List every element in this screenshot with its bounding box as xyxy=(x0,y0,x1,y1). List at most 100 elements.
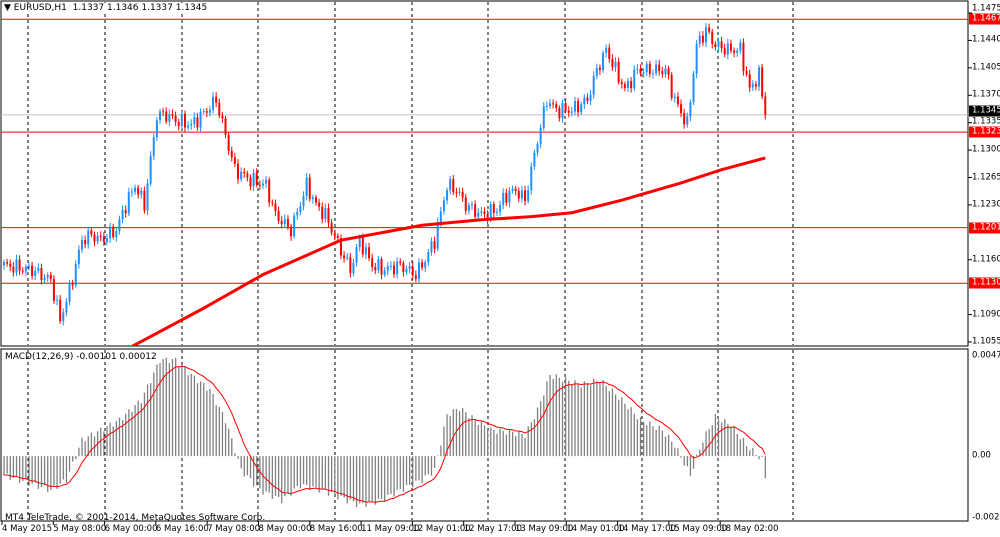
time-tick-label: 6 May 00:00 xyxy=(104,524,158,534)
macd-histogram-bar xyxy=(630,407,632,457)
macd-histogram-bar xyxy=(315,456,317,488)
macd-histogram-bar xyxy=(331,456,333,493)
candle-body xyxy=(580,104,583,113)
macd-histogram-bar xyxy=(440,445,442,457)
macd-histogram-bar xyxy=(511,431,514,457)
candle-body xyxy=(290,226,293,237)
macd-histogram-bar xyxy=(518,431,520,457)
macd-histogram-bar xyxy=(649,421,651,457)
macd-histogram-bar xyxy=(243,456,245,477)
level-price-tag[interactable]: 1.1323 xyxy=(969,126,1000,138)
candle-body xyxy=(620,82,623,85)
macd-histogram-bar xyxy=(752,448,754,457)
moving-average-line xyxy=(129,156,766,346)
macd-histogram-bar xyxy=(702,442,704,457)
candle-body xyxy=(149,155,152,184)
candle-body xyxy=(520,190,523,199)
candle-body xyxy=(134,187,137,192)
candle-body xyxy=(174,115,177,122)
candle-body xyxy=(458,191,461,193)
macd-histogram-bar xyxy=(240,456,242,469)
macd-histogram-bar xyxy=(324,456,327,490)
level-price-tag[interactable]: 1.1467 xyxy=(969,13,1000,25)
candle-body xyxy=(37,267,40,271)
macd-histogram-bar xyxy=(355,456,358,508)
candle-body xyxy=(739,42,742,51)
macd-histogram-bar xyxy=(6,456,8,474)
candle-body xyxy=(411,266,414,276)
macd-histogram-bar xyxy=(449,416,451,457)
candle-body xyxy=(24,266,27,272)
macd-histogram-bar xyxy=(15,456,18,477)
candle-body xyxy=(502,192,505,206)
candle-body xyxy=(109,226,112,239)
candle-body xyxy=(686,116,689,125)
level-price-tag[interactable]: 1.1201 xyxy=(969,222,1000,234)
copyright-text: MT4 TeleTrade, © 2001-2014, MetaQuotes S… xyxy=(5,513,266,523)
macd-histogram-bar xyxy=(458,411,461,457)
price-tick-label: 1.1055 xyxy=(972,336,1000,347)
candle-body xyxy=(480,211,483,213)
macd-histogram-bar xyxy=(125,413,127,457)
candle-body xyxy=(68,282,71,302)
macd-histogram-bar xyxy=(84,441,86,457)
candle-body xyxy=(165,111,168,122)
candle-body xyxy=(439,211,442,223)
macd-histogram-bar xyxy=(59,456,61,484)
chart-title[interactable]: ▼ EURUSD,H1 1.1337 1.1346 1.1337 1.1345 xyxy=(4,3,208,13)
candle-body xyxy=(233,157,236,164)
macd-histogram-bar xyxy=(371,456,373,502)
candle-body xyxy=(168,114,171,122)
candle-body xyxy=(243,171,246,174)
macd-histogram-bar xyxy=(146,384,149,457)
candle-body xyxy=(417,262,420,279)
symbol-label: EURUSD,H1 xyxy=(13,3,67,13)
macd-histogram-bar xyxy=(131,411,133,457)
macd-histogram-bar xyxy=(302,456,305,485)
macd-histogram-bar xyxy=(293,456,295,489)
macd-histogram-bar xyxy=(730,427,732,457)
candle-body xyxy=(733,50,736,53)
candle-body xyxy=(258,184,261,186)
candle-body xyxy=(642,72,645,74)
macd-histogram-bar xyxy=(474,419,476,457)
macd-tick-label: 0.00 xyxy=(972,450,991,461)
candle-body xyxy=(742,42,745,71)
candle-body xyxy=(627,81,629,88)
macd-histogram-bar xyxy=(209,388,211,457)
candle-body xyxy=(59,299,62,322)
macd-histogram-bar xyxy=(352,456,355,502)
candle-body xyxy=(352,262,355,274)
macd-histogram-bar xyxy=(106,426,108,457)
macd-histogram-bar xyxy=(277,456,280,498)
candle-body xyxy=(130,191,133,193)
triangle-down-icon[interactable]: ▼ xyxy=(4,3,11,13)
macd-histogram-bar xyxy=(228,428,230,457)
candle-body xyxy=(736,50,739,53)
candle-body xyxy=(364,247,367,255)
candle-body xyxy=(658,64,661,72)
candle-body xyxy=(530,166,533,191)
macd-histogram-bar xyxy=(493,429,495,457)
macd-histogram-bar xyxy=(533,419,536,457)
macd-histogram-bar xyxy=(527,426,529,457)
level-price-tag[interactable]: 1.1130 xyxy=(969,277,1000,289)
macd-histogram-bar xyxy=(736,433,738,457)
candle-body xyxy=(633,69,636,89)
macd-histogram-bar xyxy=(100,427,102,457)
macd-histogram-bar xyxy=(171,359,174,457)
candle-body xyxy=(495,211,498,213)
candle-body xyxy=(705,27,707,43)
candle-body xyxy=(639,68,642,74)
candle-body xyxy=(180,113,183,127)
candle-body xyxy=(408,266,411,269)
time-tick-label: 11 May 09:00 xyxy=(361,524,420,534)
macd-histogram-bar xyxy=(134,405,136,457)
candle-body xyxy=(405,268,408,272)
price-tick-label: 1.1230 xyxy=(972,199,1000,210)
candle-body xyxy=(177,121,180,127)
candle-body xyxy=(430,241,433,253)
macd-histogram-bar xyxy=(505,434,508,457)
macd-histogram-bar xyxy=(549,374,551,457)
